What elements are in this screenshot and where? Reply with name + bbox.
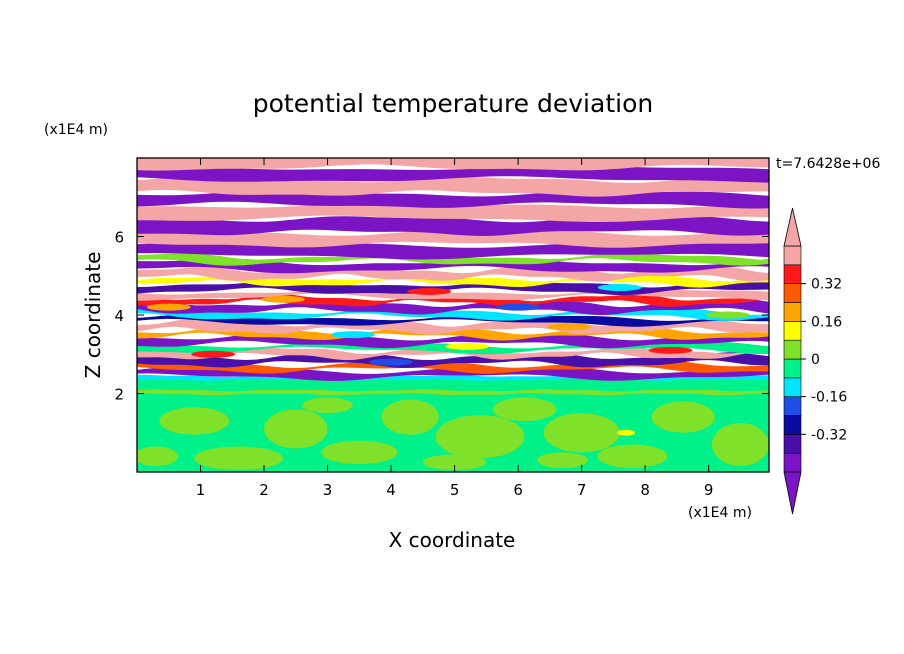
- colorbar-tick-label-0: 0.32: [811, 277, 842, 293]
- eddy-6: [546, 323, 591, 331]
- x-tick-label-2: 3: [323, 481, 333, 499]
- lower-blob-6: [492, 397, 557, 421]
- upper-band-5: [137, 176, 769, 197]
- x-tick-label-0: 1: [196, 481, 206, 499]
- lower-blob-9: [651, 401, 716, 433]
- mid-band-8: [137, 313, 769, 327]
- colorbar-bin-6: [783, 339, 802, 360]
- x-unit-label: (x1E4 m): [688, 505, 752, 521]
- lower-blob-7: [543, 413, 620, 453]
- y-tick-label-2: 6: [114, 229, 124, 247]
- lower-blob-14: [537, 452, 588, 469]
- lower-blob-13: [422, 454, 487, 471]
- mid-band-15: [137, 266, 769, 282]
- eddy-11: [369, 358, 414, 366]
- eddy-2: [330, 331, 375, 339]
- x-tick-label-7: 8: [640, 481, 650, 499]
- x-axis: 1 2 3 4 5 6 7 8 9: [196, 158, 714, 499]
- colorbar-extend-top: [783, 207, 802, 247]
- lower-blob-4: [381, 399, 439, 435]
- field-plot: [137, 158, 769, 472]
- mid-band-7: [137, 318, 769, 335]
- eddy-5: [496, 303, 541, 311]
- lower-blob-1: [194, 446, 284, 471]
- mid-band-1: [137, 360, 769, 374]
- time-label: t=7.6428e+06: [776, 156, 880, 172]
- lower-blob-3: [321, 440, 398, 465]
- lower-spot: [617, 429, 636, 436]
- interface-layer: [137, 377, 769, 392]
- eddy-8: [648, 346, 693, 354]
- mid-band-3: [137, 346, 769, 361]
- lower-blob-8: [597, 444, 668, 469]
- colorbar-bin-8: [783, 302, 802, 322]
- colorbar-tick-label-1: 0.16: [811, 314, 842, 330]
- x-tick-label-4: 5: [450, 481, 460, 499]
- colorbar-tick-label-4: -0.32: [811, 427, 847, 443]
- colorbar-bin-2: [783, 415, 802, 435]
- colorbar-bin-9: [783, 283, 802, 303]
- eddy-7: [597, 284, 642, 292]
- lower-blob-11: [302, 397, 353, 414]
- colorbar: 0.32 0.16 0 -0.16 -0.32: [783, 207, 847, 515]
- colorbar-bin-7: [783, 321, 802, 341]
- x-axis-label: X coordinate: [389, 528, 516, 552]
- colorbar-tick-label-2: 0: [811, 352, 820, 368]
- colorbar-bin-11: [783, 245, 802, 266]
- eddy-3: [407, 287, 452, 295]
- mid-band-2: [137, 352, 769, 368]
- lower-blob-0: [159, 407, 230, 435]
- lower-blob-2: [264, 409, 328, 449]
- x-tick-label-8: 9: [704, 481, 714, 499]
- y-tick-label-0: 2: [114, 386, 124, 404]
- y-axis-label: Z coordinate: [81, 252, 105, 379]
- interface-lime: [137, 389, 769, 396]
- chart-title: potential temperature deviation: [253, 89, 653, 118]
- colorbar-extend-bottom: [783, 471, 802, 515]
- y-tick-label-1: 4: [114, 307, 124, 325]
- colorbar-bin-3: [783, 396, 802, 416]
- colorbar-bin-4: [783, 377, 802, 397]
- eddy-9: [705, 311, 750, 319]
- x-tick-label-6: 7: [577, 481, 587, 499]
- upper-band-1: [137, 229, 769, 248]
- lower-blob-5: [435, 415, 525, 459]
- eddy-10: [146, 303, 191, 311]
- colorbar-bin-1: [783, 434, 802, 454]
- lower-blob-12: [137, 446, 179, 467]
- colorbar-bin-5: [783, 358, 802, 379]
- x-tick-label-3: 4: [386, 481, 396, 499]
- mid-band-16: [137, 258, 769, 274]
- colorbar-tick-label-3: -0.16: [811, 390, 847, 406]
- eddy-1: [261, 295, 306, 303]
- eddy-0: [191, 350, 236, 358]
- colorbar-bin-10: [783, 264, 802, 284]
- lower-blob-10: [711, 422, 769, 467]
- y-axis: 2 4 6: [114, 229, 769, 404]
- mid-band-17: [137, 252, 769, 266]
- upper-band-7: [137, 158, 769, 171]
- x-tick-label-5: 6: [513, 481, 523, 499]
- colorbar-bin-0: [783, 452, 802, 473]
- upper-band-3: [137, 202, 769, 222]
- y-unit-label: (x1E4 m): [44, 122, 108, 138]
- x-tick-label-1: 2: [259, 481, 269, 499]
- eddy-4: [445, 342, 490, 350]
